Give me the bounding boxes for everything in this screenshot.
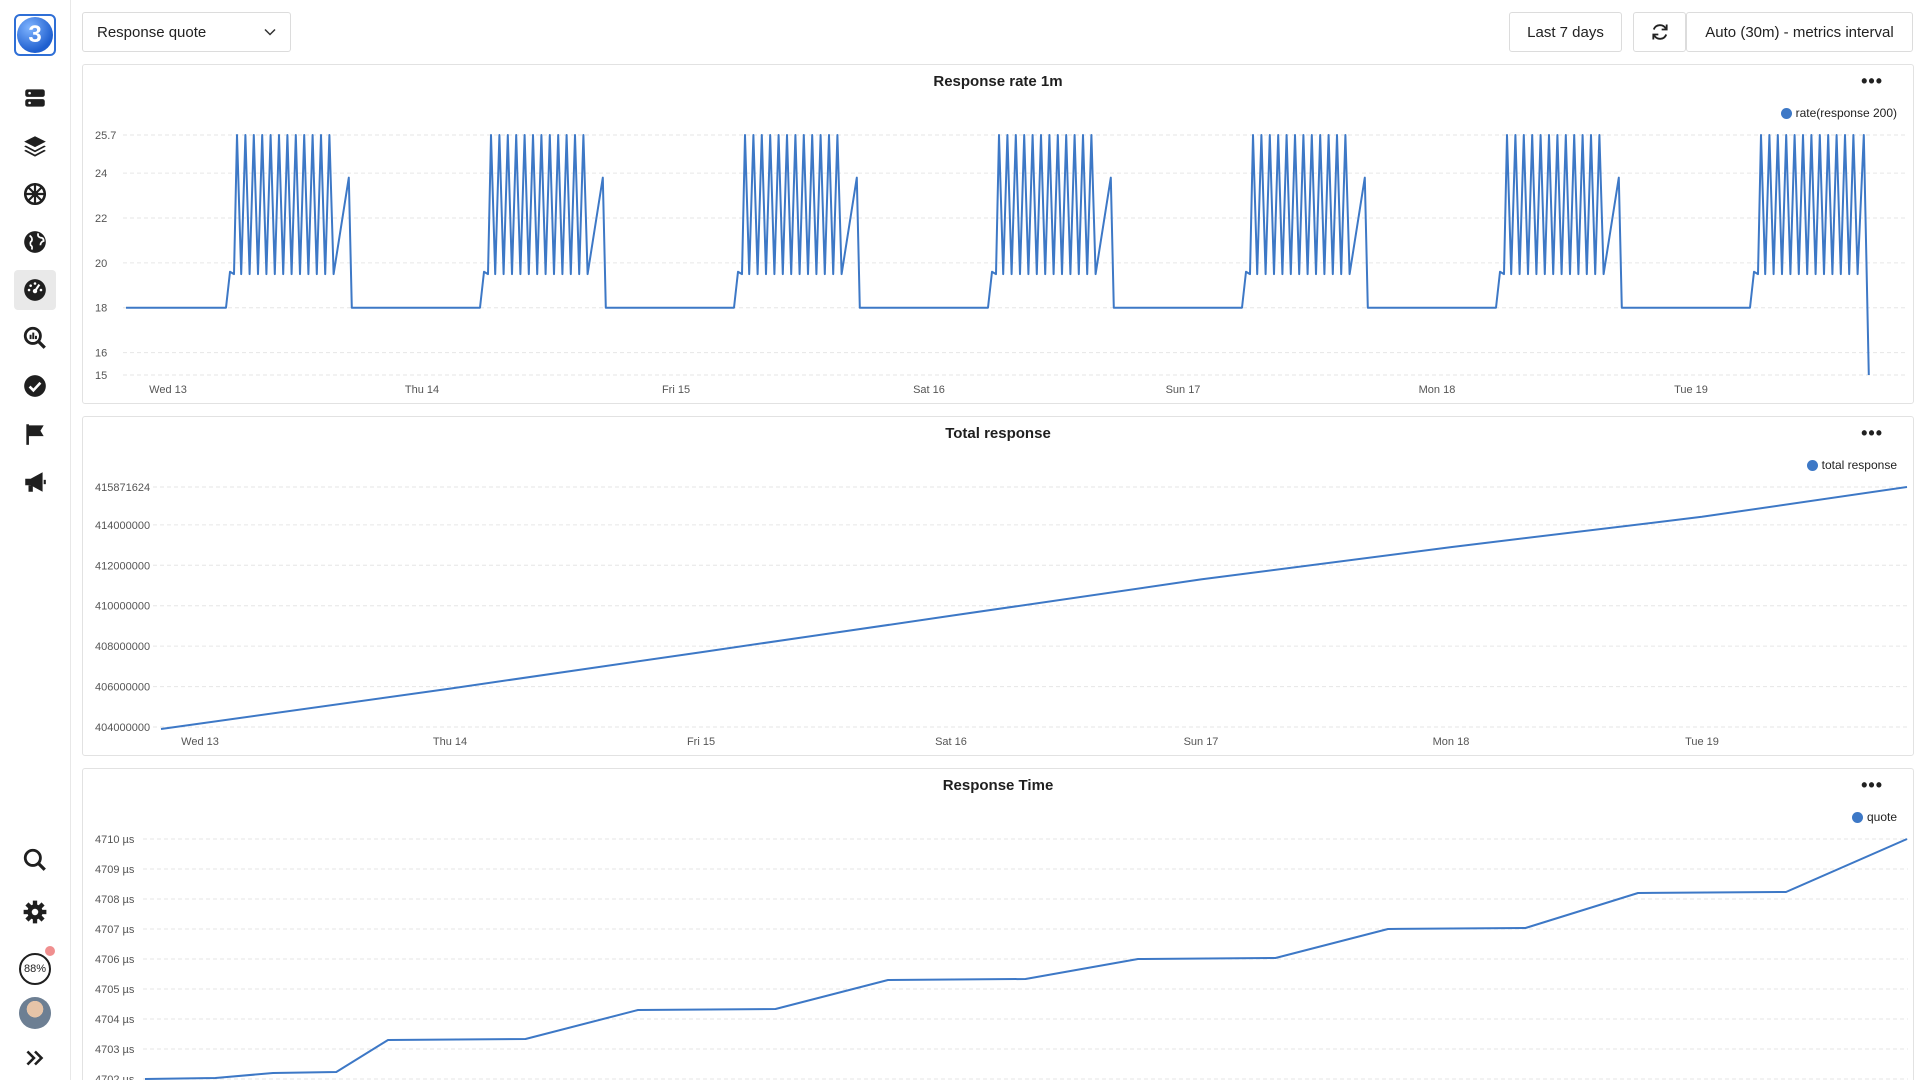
- search-icon[interactable]: [14, 840, 56, 880]
- panel-response-time: Response Time ••• quote 4710 µs 4709 µs 47…: [82, 768, 1914, 1080]
- x-tick-label: Tue 19: [1674, 384, 1708, 396]
- y-tick-label: 410000000: [95, 601, 150, 613]
- series-line-total-response: [160, 486, 1908, 730]
- megaphone-icon-svg: [25, 472, 46, 492]
- y-tick-label: 4704 µs: [95, 1014, 135, 1026]
- metrics-interval-button[interactable]: Auto (30m) - metrics interval: [1686, 12, 1913, 52]
- panel-title: Response Time: [942, 777, 1054, 794]
- x-tick-label: Sat 16: [935, 736, 967, 748]
- y-tick-label: 415871624: [95, 482, 150, 494]
- legend-dot: [1851, 811, 1863, 823]
- chart-legend[interactable]: quote: [1851, 810, 1897, 824]
- y-tick-label: 4703 µs: [95, 1044, 135, 1056]
- server-icon-svg: [25, 89, 45, 107]
- check-circle-icon[interactable]: [14, 366, 56, 406]
- layers-icon-svg: [24, 136, 46, 157]
- y-tick-label: 4710 µs: [95, 834, 135, 846]
- x-tick-label: Sun 17: [1166, 384, 1201, 396]
- layers-icon[interactable]: [14, 126, 56, 166]
- legend-label: total response: [1821, 458, 1897, 472]
- x-tick-label: Thu 14: [405, 384, 439, 396]
- server-icon[interactable]: [14, 78, 56, 118]
- y-tick-label: 404000000: [95, 722, 150, 734]
- dashboard-select[interactable]: Response quote: [82, 12, 291, 52]
- y-tick-label: 4702 µs: [95, 1074, 135, 1080]
- series-line-rate-response-200: [126, 134, 1870, 376]
- y-tick-label: 20: [95, 258, 107, 270]
- x-tick-label: Thu 14: [433, 736, 467, 748]
- gauge-icon[interactable]: [14, 270, 56, 310]
- dashboard-select-value: Response quote: [97, 23, 207, 41]
- legend-label: rate(response 200): [1795, 106, 1897, 120]
- response-rate-chart: 25.7 24 22 20 18 16 15 Wed 13 Thu 14 Fri 15 Sat 16…: [95, 130, 1908, 396]
- y-tick-label: 24: [95, 168, 107, 180]
- x-tick-label: Tue 19: [1685, 736, 1719, 748]
- gear-icon-svg: [23, 900, 47, 924]
- check-circle-icon-svg: [24, 375, 46, 397]
- refresh-icon: [1651, 24, 1668, 40]
- x-tick-label: Mon 18: [1419, 384, 1456, 396]
- logo-letter: 3: [17, 17, 53, 53]
- legend-dot: [1780, 107, 1792, 119]
- expand-icon-svg: [26, 1050, 44, 1066]
- x-tick-label: Sat 16: [913, 384, 945, 396]
- x-tick-label: Wed 13: [149, 384, 187, 396]
- notification-dot: [45, 946, 55, 956]
- globe-icon[interactable]: [14, 222, 56, 262]
- panel-menu-button[interactable]: •••: [1861, 423, 1883, 443]
- chart-legend[interactable]: total response: [1806, 458, 1897, 472]
- y-tick-label: 412000000: [95, 560, 150, 572]
- flag-icon[interactable]: [14, 414, 56, 454]
- y-tick-label: 4708 µs: [95, 894, 135, 906]
- expand-icon[interactable]: [14, 1038, 56, 1078]
- series-line-quote: [144, 838, 1908, 1080]
- megaphone-icon[interactable]: [14, 462, 56, 502]
- y-tick-label: 4707 µs: [95, 924, 135, 936]
- refresh-button[interactable]: [1633, 12, 1686, 52]
- sidebar: 3 88%: [0, 0, 71, 1080]
- panel-menu-button[interactable]: •••: [1861, 775, 1883, 795]
- y-tick-label: 18: [95, 303, 107, 315]
- time-range-button[interactable]: Last 7 days: [1509, 12, 1622, 52]
- y-tick-label: 4709 µs: [95, 864, 135, 876]
- gauge-icon-svg: [24, 279, 46, 301]
- helm-icon-svg: [23, 182, 47, 206]
- flag-icon-svg: [26, 424, 44, 445]
- total-response-chart: 415871624 414000000 412000000 410000000 4080…: [95, 482, 1908, 748]
- panel-title: Response rate 1m: [933, 73, 1063, 90]
- panel-menu-button[interactable]: •••: [1861, 71, 1883, 91]
- y-tick-label: 406000000: [95, 682, 150, 694]
- y-tick-label: 15: [95, 370, 107, 382]
- globe-icon-svg: [24, 231, 46, 253]
- y-tick-label: 22: [95, 213, 107, 225]
- x-tick-label: Wed 13: [181, 736, 219, 748]
- y-tick-label: 4705 µs: [95, 984, 135, 996]
- app-logo[interactable]: 3: [14, 14, 56, 56]
- y-tick-label: 4706 µs: [95, 954, 135, 966]
- legend-dot: [1806, 459, 1818, 471]
- x-tick-label: Mon 18: [1433, 736, 1470, 748]
- search-analytics-icon-svg: [23, 326, 46, 349]
- panel-title: Total response: [945, 425, 1051, 442]
- response-time-chart: 4710 µs 4709 µs 4708 µs 4707 µs 4706 µs 4705 …: [95, 834, 1908, 1080]
- x-tick-label: Fri 15: [687, 736, 715, 748]
- gear-icon[interactable]: [14, 892, 56, 932]
- chart-legend[interactable]: rate(response 200): [1780, 106, 1897, 120]
- panel-response-rate: Response rate 1m ••• rate(response 200) …: [82, 64, 1914, 404]
- y-tick-label: 414000000: [95, 520, 150, 532]
- x-tick-label: Sun 17: [1184, 736, 1219, 748]
- search-analytics-icon[interactable]: [14, 318, 56, 358]
- chevron-down-icon: [264, 28, 276, 36]
- avatar[interactable]: [19, 997, 51, 1029]
- panel-total-response: Total response ••• total response 415871…: [82, 416, 1914, 756]
- y-tick-label: 25.7: [95, 130, 116, 142]
- y-tick-label: 408000000: [95, 641, 150, 653]
- search-icon-svg: [23, 848, 46, 871]
- helm-icon[interactable]: [14, 174, 56, 214]
- legend-label: quote: [1866, 810, 1897, 824]
- x-tick-label: Fri 15: [662, 384, 690, 396]
- usage-badge[interactable]: 88%: [19, 953, 51, 985]
- y-tick-label: 16: [95, 348, 107, 360]
